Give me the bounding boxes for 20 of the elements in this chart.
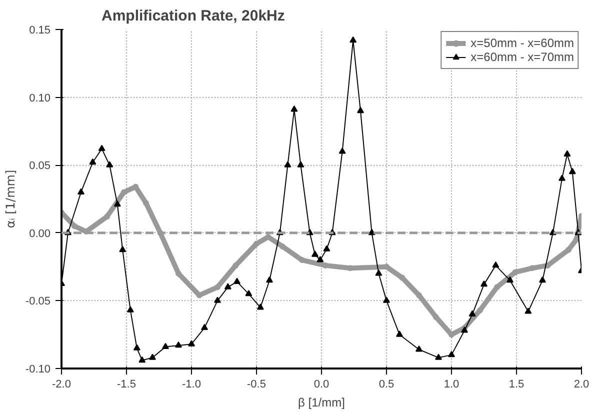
- chart-title: Amplification Rate, 20kHz: [102, 8, 285, 24]
- y-tick-label: 0.05: [29, 160, 51, 172]
- y-tick-label: 0.10: [29, 92, 51, 104]
- x-tick-label: 1.0: [444, 378, 460, 390]
- x-tick-label: 0.0: [314, 378, 330, 390]
- x-tick-label: -2.0: [52, 378, 71, 390]
- y-axis-title: αᵢ [1/mm]: [3, 170, 18, 228]
- legend-label: x=60mm - x=70mm: [470, 50, 574, 64]
- x-axis-title: β [1/mm]: [298, 396, 345, 410]
- x-tick-label: 0.5: [378, 378, 394, 390]
- legend-label: x=50mm - x=60mm: [470, 36, 574, 50]
- y-tick-label: 0.15: [29, 24, 51, 36]
- x-tick-label: -0.5: [247, 378, 266, 390]
- y-tick-label: -0.10: [25, 364, 51, 376]
- x-tick-label: -1.5: [117, 378, 136, 390]
- y-tick-label: -0.05: [25, 296, 51, 308]
- x-tick-label: 1.5: [508, 378, 524, 390]
- x-tick-label: -1.0: [182, 378, 201, 390]
- y-tick-label: 0.00: [29, 228, 51, 240]
- x-tick-label: 2.0: [574, 378, 590, 390]
